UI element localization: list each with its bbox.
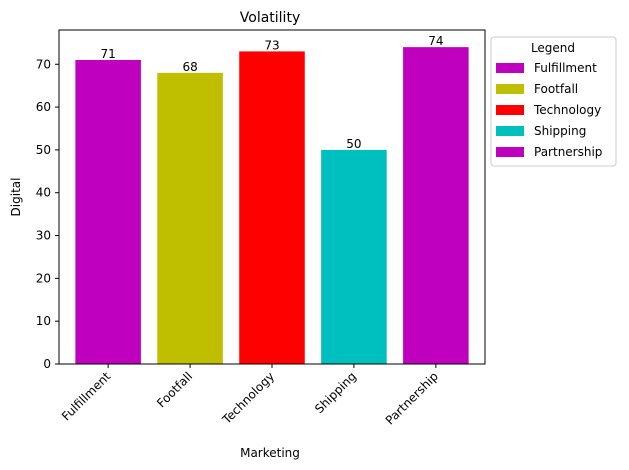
bar-footfall [157,72,223,364]
legend-swatch-technology [496,105,524,115]
y-tick-label-10: 10 [36,314,51,328]
bar-partnership [403,47,469,364]
x-tick-label-fulfillment: Fulfillment [59,369,114,424]
y-tick-label-70: 70 [36,57,51,71]
data-label-fulfillment: 71 [101,47,116,61]
y-tick-label-0: 0 [43,357,51,371]
legend-label-fulfillment: Fulfillment [534,61,597,75]
chart-title: Volatility [240,10,300,26]
y-axis-label: Digital [9,178,23,217]
legend-label-technology: Technology [533,103,601,117]
bar-shipping [321,149,387,364]
y-tick-label-50: 50 [36,143,51,157]
x-axis: Fulfillment Footfall Technology Shipping Par… [59,364,441,428]
data-label-technology: 73 [264,38,279,52]
bar-fulfillment [75,59,141,364]
legend-swatch-partnership [496,147,524,157]
legend-swatch-shipping [496,126,524,136]
y-tick-label-30: 30 [36,229,51,243]
legend: Legend Fulfillment Footfall Technology Ship… [490,36,617,167]
legend-label-partnership: Partnership [534,145,602,159]
data-label-partnership: 74 [428,34,443,48]
y-axis: 0 10 20 30 40 50 60 70 [36,57,59,371]
data-label-shipping: 50 [346,137,361,151]
y-tick-label-20: 20 [36,271,51,285]
legend-swatch-fulfillment [496,63,524,73]
y-tick-label-60: 60 [36,100,51,114]
y-tick-label-40: 40 [36,186,51,200]
legend-entries: Fulfillment Footfall Technology Shipping Par… [496,61,602,159]
bar-technology [239,51,305,364]
x-tick-label-footfall: Footfall [154,369,195,410]
data-label-footfall: 68 [182,60,197,74]
x-tick-label-partnership: Partnership [383,369,441,427]
x-axis-label: Marketing [240,446,300,460]
plot-area: 71 68 73 50 74 [58,29,486,365]
x-tick-label-technology: Technology [219,369,277,427]
bars [75,47,469,364]
legend-label-shipping: Shipping [534,124,586,138]
x-tick-label-shipping: Shipping [312,369,359,416]
data-labels: 71 68 73 50 74 [101,34,444,151]
legend-label-footfall: Footfall [534,82,578,96]
legend-swatch-footfall [496,84,524,94]
legend-title: Legend [531,41,575,55]
